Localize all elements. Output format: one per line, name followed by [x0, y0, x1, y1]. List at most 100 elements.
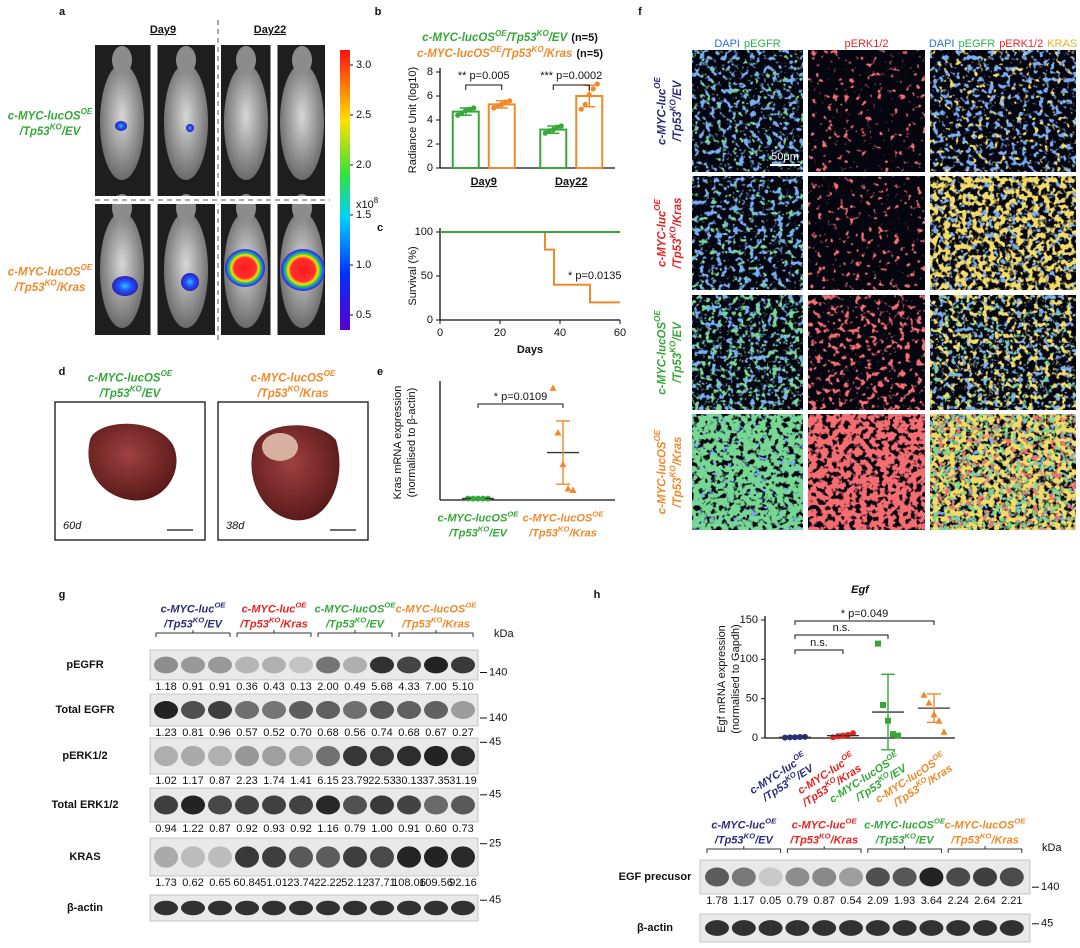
data-point: [463, 107, 469, 113]
label-part: c-MYC-luc: [161, 603, 215, 615]
label-group: c-MYC-lucOSOE/Tp53KO/EV: [864, 817, 946, 847]
bracket: [477, 403, 564, 408]
label-group: c-MYC-lucOSOE/Tp53KO/Kras: [653, 429, 683, 514]
quant-label: 1.17: [182, 775, 203, 787]
quant-label: 51.01: [260, 877, 288, 889]
band: [865, 920, 890, 936]
quant-label: 0.43: [263, 681, 284, 693]
label-group: c-MYC-lucOSOE/Tp53KO/EV: [315, 601, 397, 631]
label-part: /EV: [141, 388, 162, 400]
data-point: [880, 701, 886, 708]
mouse-head: [176, 46, 196, 74]
band: [731, 920, 756, 936]
label-part: KO: [744, 832, 756, 841]
band: [316, 846, 340, 868]
band: [343, 656, 367, 674]
band: [154, 846, 178, 868]
label-part: /Tp53: [672, 477, 684, 509]
group-label: /Tp53KO/Kras: [789, 832, 858, 847]
label-group: c-MYC-lucOSOE/Tp53KO/Kras: [396, 601, 478, 631]
label-part: OE: [495, 29, 507, 38]
chart-title: Egf: [851, 584, 870, 596]
colorbar-multiplier: x108: [356, 196, 379, 211]
data-point: [590, 86, 596, 92]
data-point: [890, 731, 896, 738]
group-label: c-MYC-lucOE: [161, 601, 227, 616]
quant-label: 1.23: [155, 727, 176, 739]
quant-label: 0.67: [425, 727, 446, 739]
band: [370, 656, 394, 674]
mouse-head: [236, 46, 256, 74]
band: [892, 867, 917, 887]
label-group: c-MYC-lucOSOE/Tp53KO/EV: [438, 510, 520, 540]
band: [235, 701, 259, 719]
kda-label: kDa: [494, 628, 514, 640]
group-label: /Tp53KO/Kras: [528, 525, 597, 540]
band: [705, 867, 729, 887]
band: [235, 745, 259, 767]
annotation: *** p=0.0002: [540, 70, 602, 82]
label-part: c-MYC-lucOS: [864, 819, 934, 831]
survival-line: [440, 231, 620, 304]
label-part: KO: [669, 226, 678, 239]
quant-label: 2.64: [974, 895, 995, 907]
data-point: [503, 99, 509, 105]
blot-row-label: pERK1/2: [62, 750, 107, 762]
band: [397, 846, 421, 868]
quant-label: 2.09: [867, 895, 888, 907]
label-part: KO: [193, 616, 205, 625]
mouse-head: [292, 46, 312, 74]
label-part: KO: [50, 123, 63, 132]
data-point: [495, 103, 501, 109]
annotation: n.s.: [810, 637, 828, 649]
lane-bracket: [155, 630, 231, 637]
band: [973, 867, 997, 887]
y-axis-title: Kras mRNA expression: [392, 386, 404, 500]
stain-layer: [930, 176, 1076, 290]
label-part: /Tp53: [672, 111, 684, 143]
blot-row-label: β-actin: [637, 922, 673, 934]
label-part: /Tp53: [99, 388, 131, 400]
blot: 1.78 1.17 0.05 0.79 0.87 0.54 2.09 1.93 3.64 2.24…: [619, 817, 1062, 943]
band: [424, 701, 448, 719]
day-label: Day22: [254, 24, 286, 36]
stain-layer: [930, 295, 1076, 410]
panel-letter: b: [375, 6, 382, 18]
band: [812, 920, 837, 936]
label-part: KO: [130, 385, 143, 394]
group-label: /Tp53KO/EV: [163, 616, 224, 631]
data-point: [564, 485, 572, 492]
group-label: c-MYC-lucOSOE: [438, 510, 520, 525]
band: [370, 900, 394, 916]
lane-bracket: [236, 630, 312, 637]
band: [758, 920, 783, 936]
label-part: OE: [384, 601, 396, 610]
label-part: 8: [374, 196, 379, 205]
label-part: c-MYC-lucOS: [523, 512, 593, 524]
band: [289, 900, 313, 916]
marker-label: 25: [489, 838, 501, 850]
stain-layer: [808, 176, 925, 290]
data-point: [554, 428, 562, 436]
y-tick-label: 150: [740, 614, 758, 626]
quant-label: 0.79: [344, 823, 365, 835]
band: [731, 867, 756, 887]
blot-strip: [149, 737, 479, 775]
quant-label: 0.91: [182, 681, 203, 693]
quant-label: 37.35: [422, 775, 450, 787]
lane-bracket: [317, 630, 393, 637]
dot-plot: Kras mRNA expression (normalised to β-act…: [392, 381, 615, 539]
label-part: KO: [355, 616, 367, 625]
band: [451, 656, 475, 674]
band: [289, 656, 313, 674]
label-part: OE: [1014, 817, 1026, 826]
mouse: [224, 64, 268, 180]
y-axis-title: (normalised to β-actin): [406, 388, 418, 498]
band: [289, 745, 313, 767]
quant-label: 0.70: [290, 727, 311, 739]
band: [154, 795, 178, 815]
band: [397, 701, 421, 719]
quant-label: 3.64: [921, 895, 942, 907]
band: [919, 920, 944, 936]
quant-label: 22.22: [314, 877, 342, 889]
